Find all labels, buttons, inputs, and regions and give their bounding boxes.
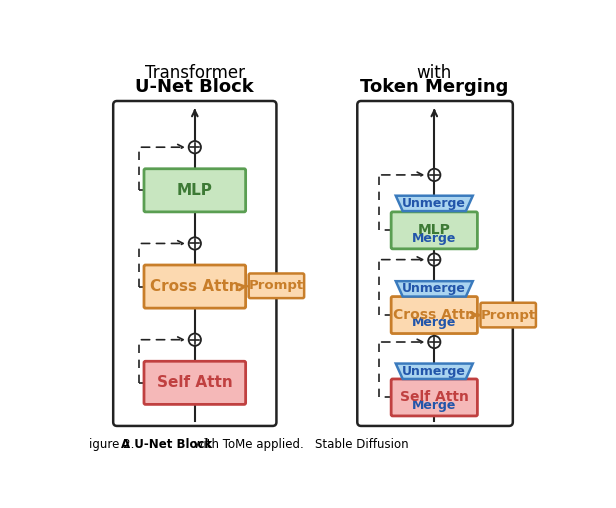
FancyBboxPatch shape — [144, 169, 246, 212]
Text: with: with — [416, 65, 452, 82]
Text: A U-Net Block: A U-Net Block — [121, 438, 212, 451]
Polygon shape — [396, 315, 473, 331]
Text: MLP: MLP — [418, 224, 451, 237]
Polygon shape — [396, 397, 473, 413]
Text: Prompt: Prompt — [480, 308, 536, 322]
FancyBboxPatch shape — [144, 265, 246, 308]
Text: Unmerge: Unmerge — [402, 197, 466, 210]
Circle shape — [428, 253, 440, 266]
Polygon shape — [396, 196, 473, 211]
FancyBboxPatch shape — [391, 379, 477, 416]
Circle shape — [428, 169, 440, 181]
Text: Cross Attn: Cross Attn — [393, 308, 476, 322]
Text: Prompt: Prompt — [249, 279, 304, 292]
Circle shape — [188, 237, 201, 249]
Text: Self Attn: Self Attn — [157, 375, 233, 390]
Text: MLP: MLP — [177, 183, 213, 198]
Polygon shape — [396, 364, 473, 379]
Text: Transformer: Transformer — [145, 65, 245, 82]
Circle shape — [188, 141, 201, 153]
Text: with ToMe applied.   Stable Diffusion: with ToMe applied. Stable Diffusion — [190, 438, 409, 451]
FancyBboxPatch shape — [480, 303, 536, 327]
FancyBboxPatch shape — [113, 101, 277, 426]
Text: Self Attn: Self Attn — [400, 391, 469, 404]
Circle shape — [428, 336, 440, 348]
FancyBboxPatch shape — [144, 361, 246, 404]
Polygon shape — [396, 281, 473, 297]
Circle shape — [188, 334, 201, 346]
Text: Merge: Merge — [412, 316, 456, 329]
Text: Unmerge: Unmerge — [402, 365, 466, 378]
Text: U-Net Block: U-Net Block — [136, 78, 254, 96]
FancyBboxPatch shape — [357, 101, 513, 426]
FancyBboxPatch shape — [249, 273, 304, 298]
FancyBboxPatch shape — [391, 297, 477, 334]
Text: igure 2.: igure 2. — [89, 438, 135, 451]
Text: Unmerge: Unmerge — [402, 282, 466, 295]
Text: Token Merging: Token Merging — [360, 78, 508, 96]
Polygon shape — [396, 230, 473, 246]
Text: Merge: Merge — [412, 232, 456, 244]
Text: Cross Attn: Cross Attn — [150, 279, 240, 294]
FancyBboxPatch shape — [391, 212, 477, 249]
Text: Merge: Merge — [412, 399, 456, 411]
